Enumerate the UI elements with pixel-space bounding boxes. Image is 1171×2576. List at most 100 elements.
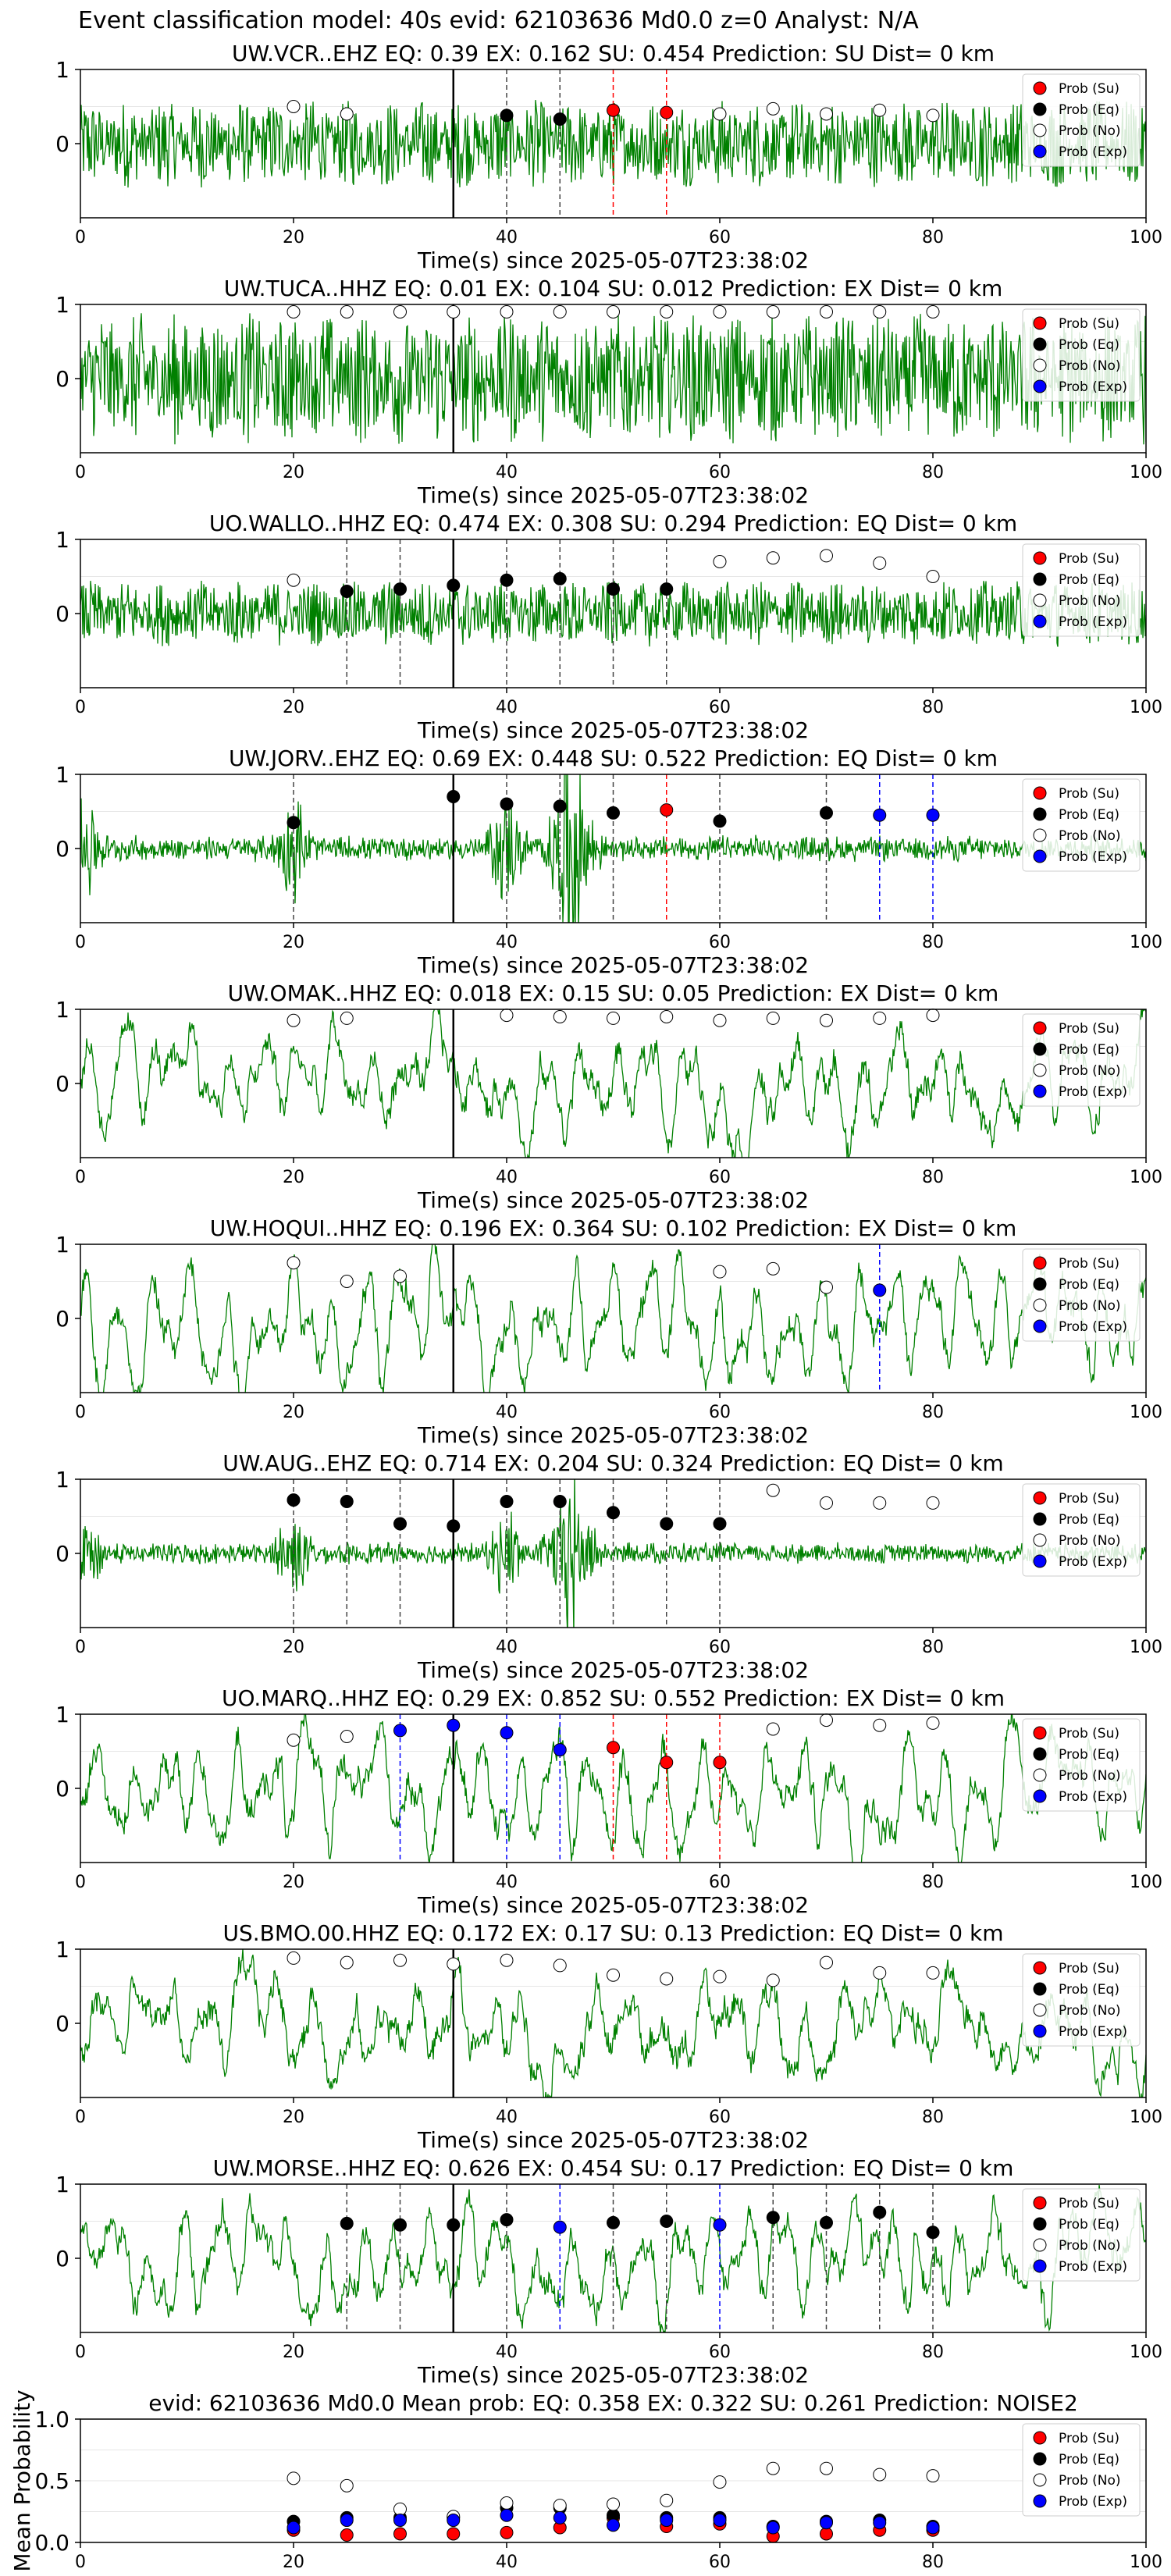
panel-uw-omak-hhz-legend-marker-eq — [1033, 1042, 1047, 1056]
panel-uw-vcr-ehz-marker-no — [926, 109, 940, 123]
panel-us-bmo-00-hhz-marker-no — [500, 1953, 514, 1967]
panel-uw-tuca-hhz-marker-no — [287, 305, 301, 318]
panel-uw-aug-ehz-marker-eq — [500, 1495, 514, 1508]
panel-mean-legend-marker-eq — [1033, 2452, 1047, 2466]
panel-mean-marker-exp — [607, 2518, 620, 2532]
panel-uw-vcr-ehz-xtick-label: 20 — [283, 228, 304, 247]
panel-uo-marq-hhz-marker-su — [660, 1756, 674, 1770]
panel-us-bmo-00-hhz-xtick-label: 100 — [1130, 2108, 1162, 2127]
panel-uw-vcr-ehz-legend-marker-eq — [1033, 102, 1047, 116]
panel-uw-morse-hhz-xlabel: Time(s) since 2025-05-07T23:38:02 — [417, 2362, 809, 2388]
panel-uw-jorv-ehz-legend-marker-su — [1033, 786, 1047, 800]
panel-uw-omak-hhz-legend-marker-su — [1033, 1021, 1047, 1035]
panel-uw-omak-hhz-marker-no — [820, 1013, 833, 1027]
panel-uw-jorv-ehz-xtick-label: 0 — [75, 933, 86, 952]
panel-uw-omak-hhz-title: UW.OMAK..HHZ EQ: 0.018 EX: 0.15 SU: 0.05… — [228, 980, 999, 1006]
panel-uw-tuca-hhz-marker-no — [926, 305, 940, 318]
panel-mean-xtick-label: 20 — [283, 2553, 304, 2572]
panel-uw-omak-hhz-legend — [1022, 1013, 1141, 1107]
panel-mean-ylabel: Mean Probability — [9, 2389, 35, 2571]
panel-uw-aug-ehz-legend-label-eq: Prob (Eq) — [1059, 1512, 1119, 1528]
panel-uw-omak-hhz-xtick-label: 40 — [496, 1168, 518, 1187]
panel-mean-marker-no — [553, 2499, 567, 2513]
panel-mean-marker-exp — [500, 2508, 514, 2522]
panel-mean-marker-no — [340, 2478, 354, 2492]
panel-uo-marq-hhz-xtick-label: 60 — [709, 1873, 731, 1892]
panel-uw-morse-hhz: UW.MORSE..HHZ EQ: 0.626 EX: 0.454 SU: 0.… — [55, 2155, 1162, 2388]
panel-uw-omak-hhz-legend-marker-exp — [1033, 1084, 1047, 1098]
panel-uw-tuca-hhz-legend — [1022, 308, 1141, 402]
panel-uo-wallo-hhz-marker-no — [926, 570, 940, 583]
panel-uw-vcr-ehz-xtick-label: 60 — [709, 228, 731, 247]
panel-uo-marq-hhz-legend-label-no: Prob (No) — [1059, 1768, 1121, 1784]
panel-uw-morse-hhz-legend-label-no: Prob (No) — [1059, 2238, 1121, 2254]
panel-uw-jorv-ehz-ytick-label: 0 — [55, 836, 69, 862]
panel-uw-tuca-hhz-legend-label-exp: Prob (Exp) — [1059, 379, 1127, 395]
panel-uo-wallo-hhz-xtick-label: 60 — [709, 698, 731, 717]
panel-mean-marker-su — [393, 2527, 407, 2541]
panels-container: UW.VCR..EHZ EQ: 0.39 EX: 0.162 SU: 0.454… — [9, 41, 1162, 2572]
panel-uw-morse-hhz-marker-eq — [393, 2218, 407, 2232]
panel-uw-jorv-ehz-xtick-label: 80 — [922, 933, 944, 952]
panel-uw-aug-ehz-legend-marker-eq — [1033, 1512, 1047, 1526]
panel-uo-wallo-hhz-xtick-label: 20 — [283, 698, 304, 717]
panel-us-bmo-00-hhz-xtick-label: 80 — [922, 2108, 944, 2127]
panel-uw-jorv-ehz-legend-label-eq: Prob (Eq) — [1059, 807, 1119, 823]
panel-uo-wallo-hhz-marker-no — [766, 551, 780, 565]
panel-uw-tuca-hhz-marker-no — [713, 305, 727, 318]
panel-uw-hoqui-hhz-xlabel: Time(s) since 2025-05-07T23:38:02 — [417, 1422, 809, 1448]
panel-uw-tuca-hhz: UW.TUCA..HHZ EQ: 0.01 EX: 0.104 SU: 0.01… — [55, 276, 1162, 508]
panel-mean-legend-label-no: Prob (No) — [1059, 2473, 1121, 2489]
panel-us-bmo-00-hhz-marker-no — [820, 1955, 833, 1969]
panel-mean-xtick-label: 0 — [75, 2553, 86, 2572]
panel-uw-jorv-ehz-xtick-label: 20 — [283, 933, 304, 952]
panel-uw-jorv-ehz-legend-marker-exp — [1033, 849, 1047, 863]
panel-uw-aug-ehz-legend-marker-no — [1033, 1533, 1047, 1547]
panel-uo-wallo-hhz-marker-no — [820, 549, 833, 563]
panel-uo-wallo-hhz-xtick-label: 40 — [496, 698, 518, 717]
panel-uw-tuca-hhz-legend-marker-exp — [1033, 379, 1047, 393]
panel-uw-omak-hhz-legend-label-exp: Prob (Exp) — [1059, 1084, 1127, 1100]
panel-uo-wallo-hhz-marker-eq — [500, 573, 514, 587]
panel-us-bmo-00-hhz-marker-no — [766, 1973, 780, 1987]
panel-uw-aug-ehz-legend-label-su: Prob (Su) — [1059, 1491, 1119, 1507]
panel-uw-vcr-ehz-marker-no — [873, 103, 887, 117]
panel-uw-hoqui-hhz-marker-no — [820, 1280, 833, 1294]
panel-uw-morse-hhz-ytick-label: 1 — [55, 2172, 69, 2197]
panel-uw-aug-ehz: UW.AUG..EHZ EQ: 0.714 EX: 0.204 SU: 0.32… — [55, 1450, 1162, 1683]
panel-uw-morse-hhz-marker-eq — [500, 2213, 514, 2227]
panel-uw-tuca-hhz-marker-no — [340, 305, 354, 318]
panel-uw-tuca-hhz-legend-marker-eq — [1033, 337, 1047, 351]
panel-uo-wallo-hhz-legend-marker-exp — [1033, 614, 1047, 628]
panel-uo-marq-hhz-legend-label-exp: Prob (Exp) — [1059, 1789, 1127, 1805]
panel-uw-morse-hhz-marker-exp — [553, 2220, 567, 2234]
panel-uo-marq-hhz-marker-exp — [500, 1726, 514, 1740]
panel-uo-wallo-hhz-marker-no — [713, 555, 727, 568]
panel-uw-hoqui-hhz-marker-exp — [873, 1283, 887, 1297]
panel-mean-marker-no — [607, 2497, 620, 2511]
panel-uw-jorv-ehz-xtick-label: 40 — [496, 933, 518, 952]
panel-uo-wallo-hhz-legend-label-exp: Prob (Exp) — [1059, 614, 1127, 630]
panel-uo-marq-hhz-legend-marker-exp — [1033, 1789, 1047, 1803]
panel-uw-hoqui-hhz-xtick-label: 80 — [922, 1403, 944, 1422]
panel-uw-vcr-ehz-marker-no — [340, 107, 354, 121]
panel-uw-omak-hhz-frame — [80, 1009, 1147, 1158]
panel-uo-wallo-hhz-marker-eq — [393, 582, 407, 596]
panel-mean-legend-label-su: Prob (Su) — [1059, 2431, 1119, 2446]
panel-uw-aug-ehz-legend-label-no: Prob (No) — [1059, 1533, 1121, 1549]
panel-uo-marq-hhz-marker-su — [607, 1741, 620, 1755]
panel-uw-vcr-ehz-ytick-label: 1 — [55, 57, 69, 83]
panel-us-bmo-00-hhz-marker-no — [340, 1955, 354, 1969]
panel-uw-hoqui-hhz-legend-marker-su — [1033, 1256, 1047, 1270]
panel-us-bmo-00-hhz-legend-marker-su — [1033, 1961, 1047, 1975]
panel-us-bmo-00-hhz-ytick-label: 1 — [55, 1937, 69, 1962]
panel-uw-jorv-ehz-marker-eq — [287, 816, 301, 830]
panel-uw-vcr-ehz-legend-label-no: Prob (No) — [1059, 123, 1121, 139]
panel-uw-omak-hhz-xtick-label: 80 — [922, 1168, 944, 1187]
panel-uo-marq-hhz-marker-no — [926, 1716, 940, 1730]
panel-uw-hoqui-hhz-legend-label-su: Prob (Su) — [1059, 1256, 1119, 1272]
panel-uo-wallo-hhz-legend-label-eq: Prob (Eq) — [1059, 572, 1119, 588]
panel-us-bmo-00-hhz-legend-label-no: Prob (No) — [1059, 2003, 1121, 2019]
panel-uw-hoqui-hhz-marker-no — [287, 1256, 301, 1270]
panel-uo-marq-hhz-xtick-label: 80 — [922, 1873, 944, 1892]
